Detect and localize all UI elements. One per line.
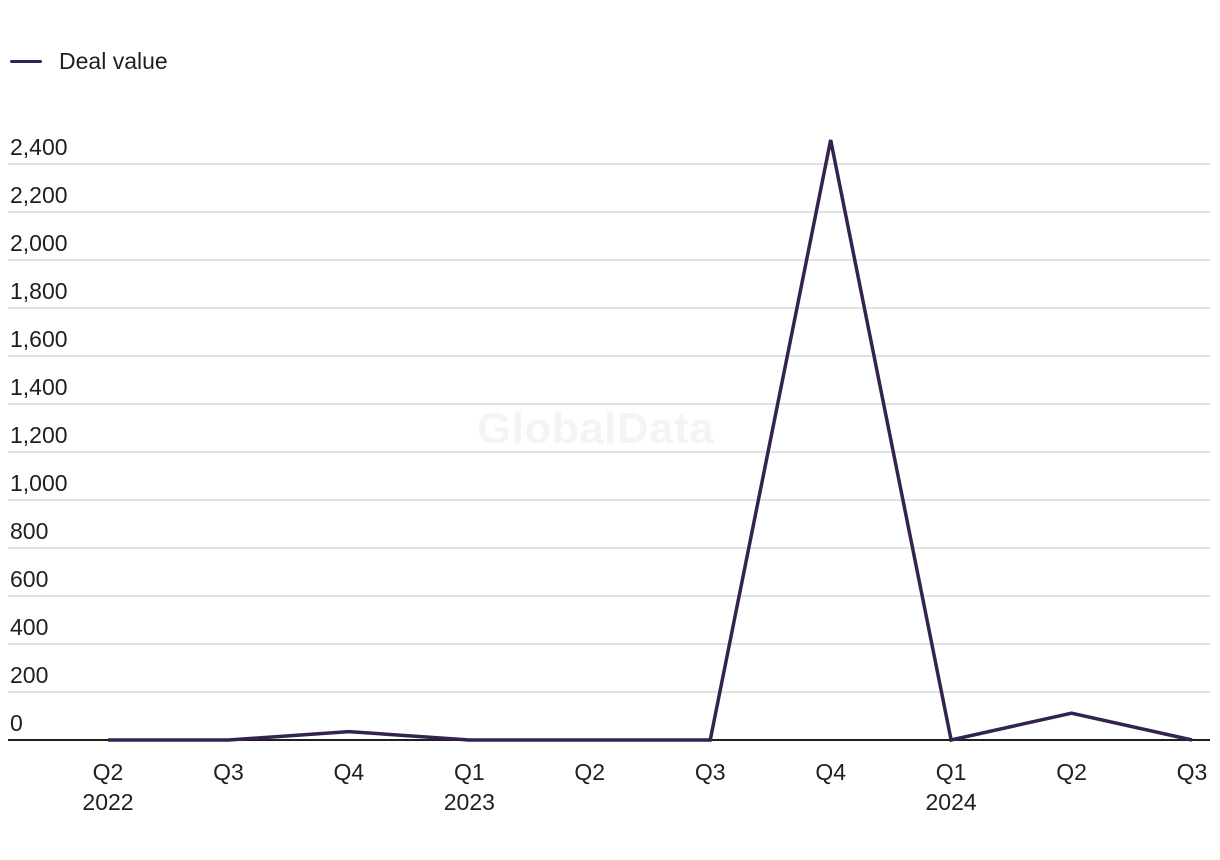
y-tick-label: 200 [10, 662, 48, 688]
y-tick-label: 1,400 [10, 374, 68, 400]
x-tick-label: Q4 [815, 759, 846, 785]
x-tick-label: Q1 [454, 759, 485, 785]
x-tick-label: Q3 [1177, 759, 1208, 785]
x-tick-label: Q2 [574, 759, 605, 785]
legend-label: Deal value [59, 48, 168, 74]
x-tick-label: Q2 [93, 759, 124, 785]
y-tick-label: 800 [10, 518, 48, 544]
series-layer [108, 139, 1193, 743]
y-tick-label: 400 [10, 614, 48, 640]
y-axis-tick-labels: 0 200 400 600 800 1,000 1,200 1,400 1,600 1,800 2,… [10, 134, 68, 736]
x-tick-label: Q4 [334, 759, 365, 785]
series-line-deal-value [108, 139, 1193, 743]
x-axis-tick-labels: Q2 2022 Q3 Q4 Q1 2023 Q2 Q3 Q4 Q1 2024 Q2 Q3 [82, 759, 1207, 815]
x-tick-year-label: 2024 [926, 789, 977, 815]
grid-lines [8, 163, 1210, 693]
y-tick-label: 1,000 [10, 470, 68, 496]
y-tick-label: 2,400 [10, 134, 68, 160]
x-tick-label: Q3 [695, 759, 726, 785]
chart-legend: Deal value [10, 46, 168, 76]
legend-line-swatch [10, 59, 42, 63]
y-tick-label: 1,800 [10, 278, 68, 304]
y-tick-label: 2,000 [10, 230, 68, 256]
x-tick-label: Q1 [936, 759, 967, 785]
x-tick-label: Q2 [1056, 759, 1087, 785]
x-tick-year-label: 2022 [82, 789, 133, 815]
x-tick-label: Q3 [213, 759, 244, 785]
y-tick-label: 0 [10, 710, 23, 736]
watermark: GlobalData [477, 404, 715, 453]
x-tick-year-label: 2023 [444, 789, 495, 815]
y-tick-label: 2,200 [10, 182, 68, 208]
y-tick-label: 1,600 [10, 326, 68, 352]
y-tick-label: 600 [10, 566, 48, 592]
y-tick-label: 1,200 [10, 422, 68, 448]
